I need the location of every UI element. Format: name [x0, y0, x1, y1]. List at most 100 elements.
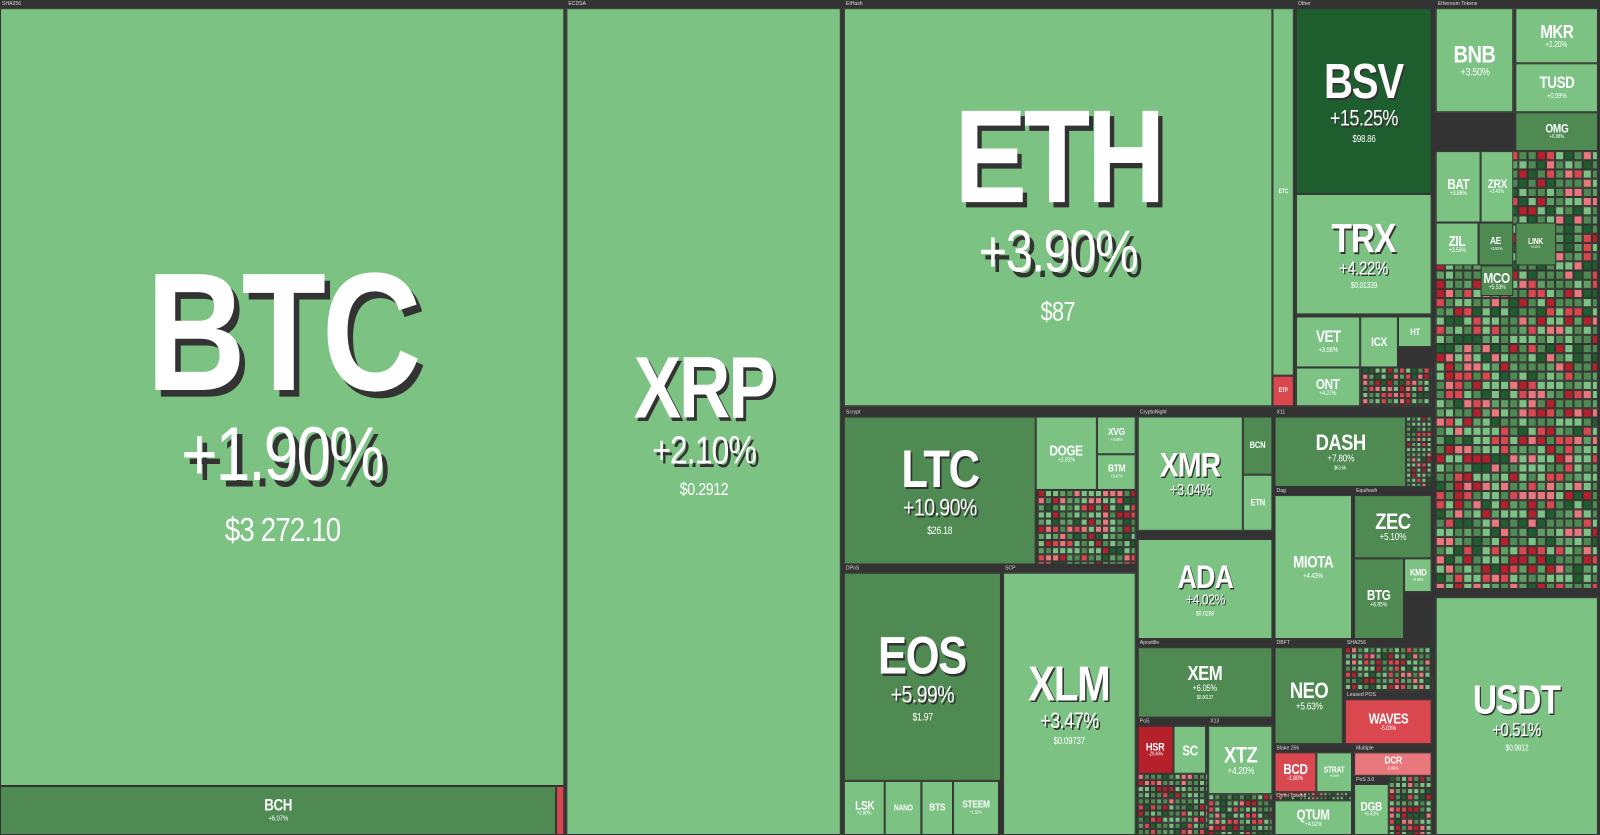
mini-tile [1463, 454, 1473, 464]
mini-tile [1499, 573, 1510, 583]
mini-tile [1463, 362, 1473, 372]
mini-tile [1573, 151, 1583, 161]
mini-tile [1435, 445, 1445, 455]
mini-tile [1044, 561, 1053, 565]
mini-tile [1545, 307, 1556, 317]
mini-tile [1351, 671, 1358, 678]
mini-tile [1137, 798, 1144, 805]
mini-tile [1490, 573, 1500, 583]
coin-tile: ICX [1360, 316, 1398, 368]
mini-tile [1545, 435, 1556, 446]
mini-tile [1527, 435, 1537, 446]
mini-tile [1362, 391, 1369, 399]
mini-tile [1555, 178, 1565, 188]
mini-tile [1555, 325, 1565, 335]
mini-tile [1137, 816, 1144, 823]
mini-tile [1573, 178, 1583, 188]
mini-tile [1564, 500, 1574, 510]
coin-change: +4.92% [1304, 820, 1322, 828]
mini-tile [1527, 527, 1537, 537]
mini-tile [1573, 491, 1583, 501]
mini-tile [1454, 362, 1464, 372]
mini-tile [1375, 647, 1382, 654]
group-label: Multiple [1356, 745, 1374, 752]
mini-tile [1591, 555, 1598, 565]
mini-tile [1401, 788, 1408, 795]
mini-tile [1186, 822, 1193, 829]
mini-tile [1481, 454, 1491, 464]
mini-tile [1174, 786, 1181, 793]
mini-tile [1423, 398, 1430, 405]
mini-tile [1481, 389, 1491, 400]
coin-change: +4.20% [1226, 765, 1254, 777]
mini-tile [1463, 518, 1473, 528]
mini-tile [1143, 822, 1150, 829]
mini-tile [1424, 683, 1431, 691]
mini-tile [1387, 659, 1394, 666]
mini-tile [1527, 472, 1537, 482]
mini-tile [1518, 546, 1528, 556]
mini-tile [1582, 187, 1592, 198]
mini-tile [1232, 800, 1239, 807]
mini-tile [1416, 421, 1422, 427]
mini-tile [1087, 511, 1095, 519]
mini-tile [1357, 690, 1364, 693]
mini-tile [1331, 792, 1336, 797]
mini-tile [1412, 647, 1419, 654]
group-label: SHA256 [1346, 640, 1366, 647]
mini-tile [1143, 798, 1150, 805]
coin-change: +5.43% [1364, 811, 1379, 818]
mini-tile [1080, 489, 1088, 498]
mini-tile [1518, 187, 1528, 198]
group-label: Blake 256 [1276, 745, 1300, 752]
mini-tile [1463, 555, 1473, 565]
mini-tile [1518, 298, 1528, 308]
mini-tile [1294, 792, 1299, 797]
mini-tile [1518, 371, 1528, 381]
mini-tile [1226, 818, 1233, 825]
mini-tile [1573, 197, 1583, 207]
mini-tile [1130, 518, 1136, 526]
mini-tile [1545, 371, 1556, 381]
mini-tile [1527, 380, 1537, 390]
mini-tile [1527, 151, 1537, 161]
mini-tile [1555, 463, 1565, 473]
mini-tile [1278, 796, 1283, 801]
mini-tile [1454, 344, 1464, 354]
mini-tile [1198, 792, 1206, 799]
mini-tile [1573, 316, 1583, 326]
mini-tile [1412, 659, 1419, 666]
coin-symbol: STRAT [1323, 765, 1345, 775]
mini-tile [1509, 408, 1519, 418]
mini-tile [1481, 573, 1491, 583]
mini-tile [1499, 389, 1510, 400]
mini-tile [1405, 373, 1412, 380]
coin-symbol: MKR [1540, 21, 1574, 42]
mini-tile [1156, 773, 1163, 780]
mini-tile [1143, 779, 1150, 787]
mini-tile [1527, 454, 1537, 464]
mini-tile [1425, 794, 1432, 801]
mini-tile [1536, 325, 1546, 335]
mini-tile [1094, 497, 1103, 505]
mini-tile [1472, 316, 1482, 326]
mini-tile [1392, 398, 1399, 405]
mini-tile [1393, 653, 1400, 660]
mini-tile [1564, 491, 1574, 501]
mini-tile [1274, 792, 1279, 797]
mini-tile [1582, 151, 1592, 161]
mini-tile [1435, 380, 1445, 390]
mini-tile [1430, 677, 1433, 684]
mini-tile [1226, 830, 1233, 835]
mini-tile [1582, 242, 1592, 253]
mini-tile [1186, 779, 1193, 787]
mini-tile [1518, 389, 1528, 400]
mini-tile [1214, 794, 1221, 801]
mini-tile [1369, 683, 1376, 691]
coin-symbol: TUSD [1539, 74, 1575, 93]
mini-tile [1174, 792, 1181, 799]
mini-tile [1411, 447, 1417, 453]
mini-tile [1499, 307, 1510, 317]
mini-tile [1073, 511, 1081, 519]
mini-tile [1374, 404, 1381, 407]
